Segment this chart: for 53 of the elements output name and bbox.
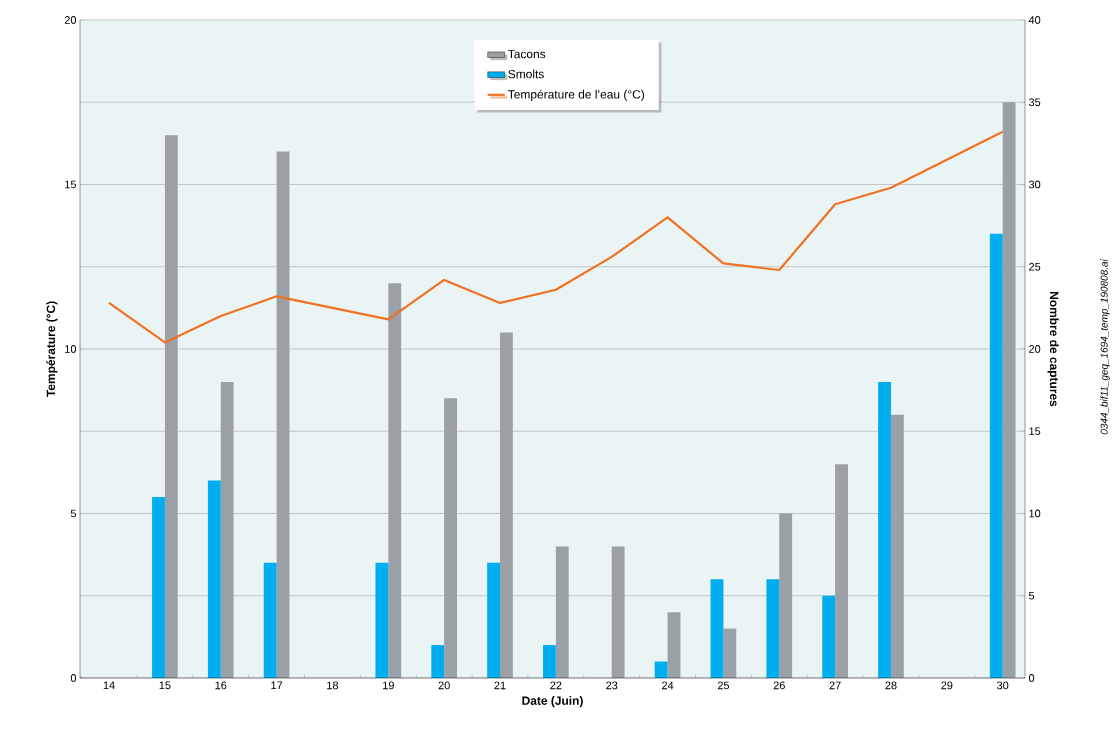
- bar: [375, 562, 389, 678]
- x-tick-label: 19: [383, 681, 394, 690]
- legend-label: Tacons: [508, 49, 546, 59]
- x-tick-label: 26: [773, 681, 785, 690]
- bar: [766, 579, 780, 678]
- y2-tick-label: 25: [1029, 262, 1041, 271]
- y-tick-label: 5: [70, 509, 77, 518]
- x-tick-label: 28: [885, 681, 897, 690]
- bar: [822, 595, 836, 678]
- bar: [989, 233, 1003, 678]
- bar: [723, 628, 737, 678]
- x-tick-label: 21: [494, 681, 506, 690]
- bar: [431, 645, 445, 678]
- x-tick-label: 24: [662, 681, 674, 690]
- y-tick-label: 0: [70, 674, 77, 682]
- x-tick-label: 23: [606, 681, 618, 690]
- x-tick-label: 17: [271, 681, 283, 690]
- x-tick-label: 14: [103, 681, 115, 690]
- y-tick-label: 15: [65, 180, 77, 189]
- bar: [710, 579, 724, 678]
- y-tick-label: 10: [65, 345, 77, 353]
- bar: [654, 661, 668, 678]
- x-tick-label: 16: [215, 681, 227, 690]
- y2-tick-label: 30: [1028, 180, 1041, 189]
- y2-tick-label: 40: [1028, 16, 1041, 24]
- y2-tick-label: 20: [1029, 345, 1041, 353]
- y2-tick-label: 15: [1029, 427, 1041, 436]
- text: 0344_bif11_geq_1694_temp_190808.ai: [1100, 259, 1110, 435]
- legend-label: Smolts: [508, 69, 544, 79]
- bar: [263, 562, 277, 678]
- bar: [487, 562, 501, 678]
- x-tick-label: 27: [829, 681, 841, 690]
- y-axis-title: Température (°C): [46, 301, 58, 397]
- x-axis-title: Date (Juin): [522, 696, 583, 708]
- y2-tick-label: 5: [1028, 591, 1035, 600]
- y2-tick-label: 35: [1028, 98, 1041, 107]
- y2-tick-label: 10: [1029, 509, 1041, 518]
- bar: [152, 497, 165, 678]
- x-tick-label: 15: [159, 681, 171, 690]
- bar: [878, 381, 891, 678]
- y-tick-label: 20: [64, 16, 77, 24]
- y2-axis-title: Nombre de captures: [1047, 291, 1059, 407]
- bar: [207, 480, 221, 678]
- legend-label: Température de l’eau (°C): [508, 89, 645, 101]
- x-tick-label: 29: [941, 681, 953, 690]
- x-tick-label: 20: [438, 681, 450, 690]
- x-tick-label: 18: [327, 681, 339, 690]
- y2-tick-label: 0: [1028, 674, 1035, 682]
- x-tick-label: 30: [997, 681, 1009, 690]
- x-tick-label: 25: [717, 681, 730, 690]
- bar: [667, 612, 681, 678]
- x-tick-label: 22: [550, 681, 562, 690]
- bar: [543, 645, 556, 678]
